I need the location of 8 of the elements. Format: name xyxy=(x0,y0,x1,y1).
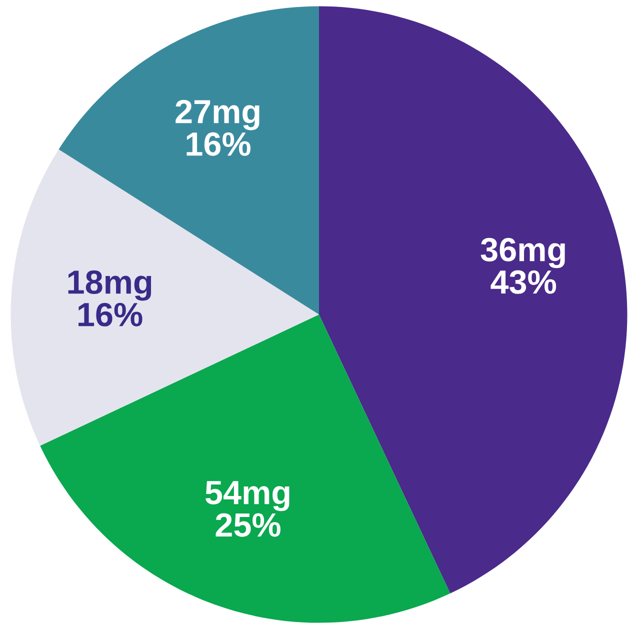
slice-label: 18mg xyxy=(68,270,152,301)
data-label: 25% xyxy=(216,513,280,537)
data-label: 16% xyxy=(186,132,250,156)
slice-label: 54mg xyxy=(205,481,290,512)
slice-label: 27mg xyxy=(176,100,260,130)
data-label: 43% xyxy=(490,270,556,294)
slice-label: 36mg xyxy=(480,238,565,268)
data-label: 16% xyxy=(78,302,142,326)
